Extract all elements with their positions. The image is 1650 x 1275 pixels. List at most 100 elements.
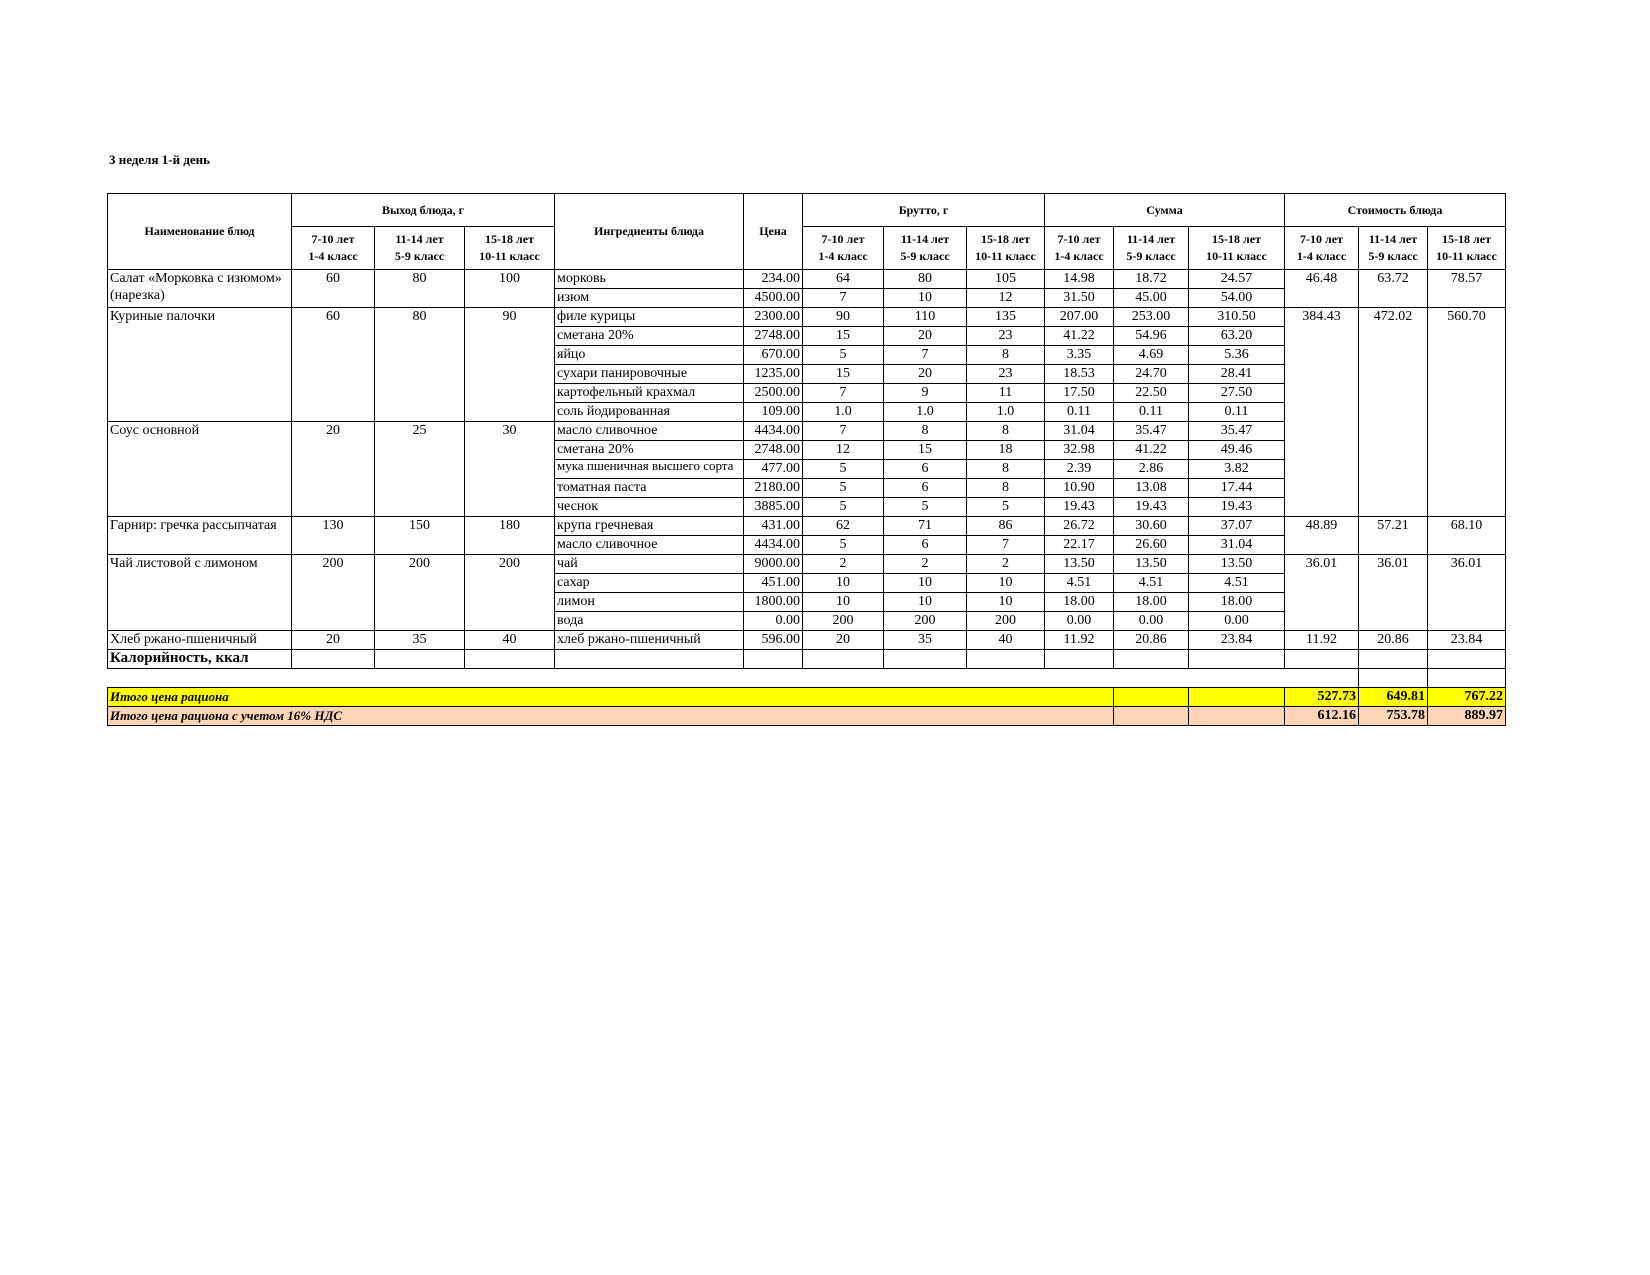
ingredient-brutto: 71 [883, 516, 967, 536]
table-row: картофельный крахмал 2500.00 7 9 11 17.50 22.5… [108, 383, 1506, 403]
ingredient-sum: 32.98 [1044, 440, 1114, 460]
ingredient-sum: 3.82 [1188, 459, 1285, 479]
ingredient-sum: 17.50 [1044, 383, 1114, 403]
ingredient-name: масло сливочное [554, 421, 744, 441]
menu-table: Наименование блюд Выход блюда, г Ингредиен… [107, 193, 1506, 726]
dish-cost: 63.72 [1358, 269, 1428, 308]
table-row: чеснок 3885.00 5 5 5 19.43 19.43 19.43 [108, 497, 1506, 517]
ingredient-brutto: 8 [966, 345, 1045, 365]
ingredient-price: 0.00 [743, 611, 803, 631]
ingredient-brutto: 90 [802, 307, 884, 327]
grade-label: 10-11 класс [479, 249, 540, 263]
ingredient-sum: 0.11 [1044, 402, 1114, 422]
dish-yield: 20 [291, 421, 375, 517]
header-age-group: 15-18 лет 10-11 класс [1188, 226, 1285, 270]
header-age-group: 15-18 лет 10-11 класс [966, 226, 1045, 270]
ingredient-sum: 19.43 [1044, 497, 1114, 517]
ingredient-sum: 49.46 [1188, 440, 1285, 460]
header-age-group: 11-14 лет 5-9 класс [1113, 226, 1189, 270]
table-row: Салат «Морковка с изюмом» (нарезка) 60 80 1… [107, 269, 1506, 308]
spacer [1427, 668, 1506, 688]
ingredient-sum: 4.51 [1113, 573, 1189, 593]
ingredient-brutto: 1.0 [802, 402, 884, 422]
total-value: 767.22 [1427, 687, 1506, 707]
ingredient-sum: 13.50 [1188, 554, 1285, 574]
calories-label: Калорийность, ккал [107, 649, 292, 669]
dish-cost: 560.70 [1427, 307, 1506, 517]
ingredient-price: 670.00 [743, 345, 803, 365]
total-row: Итого цена рациона с учетом 16% НДС 612.1… [107, 706, 1506, 726]
ingredient-sum: 54.96 [1113, 326, 1189, 346]
dish-yield: 20 [291, 630, 375, 650]
spacer [1358, 668, 1428, 688]
ingredient-brutto: 10 [802, 592, 884, 612]
ingredient-brutto: 6 [883, 478, 967, 498]
ingredient-sum: 11.92 [1044, 630, 1114, 650]
calories-value [1113, 649, 1189, 669]
ingredient-price: 2748.00 [743, 440, 803, 460]
dish-name: Гарнир: гречка рассыпчатая [107, 516, 292, 555]
ingredient-sum: 4.51 [1188, 573, 1285, 593]
table-row: Чай листовой с лимоном 200 200 200 чай 9000.0… [107, 554, 1506, 631]
ingredient-sum: 23.84 [1188, 630, 1285, 650]
ingredient-sum: 18.72 [1113, 269, 1189, 289]
age-label: 11-14 лет [1126, 232, 1176, 246]
dish-yield: 200 [291, 554, 375, 631]
ingredient-price: 1800.00 [743, 592, 803, 612]
dish-name: Салат «Морковка с изюмом» (нарезка) [107, 269, 292, 308]
ingredient-name: сухари панировочные [554, 364, 744, 384]
ingredient-name: мука пшеничная высшего сорта [554, 459, 744, 479]
ingredient-brutto: 1.0 [883, 402, 967, 422]
ingredient-brutto: 10 [802, 573, 884, 593]
ingredient-brutto: 5 [802, 459, 884, 479]
ingredient-brutto: 20 [883, 364, 967, 384]
spacer [108, 669, 1359, 688]
ingredient-brutto: 12 [802, 440, 884, 460]
ingredient-brutto: 20 [802, 630, 884, 650]
ingredient-sum: 0.00 [1113, 611, 1189, 631]
calories-value [1427, 649, 1506, 669]
ingredient-price: 2300.00 [743, 307, 803, 327]
ingredient-brutto: 5 [802, 345, 884, 365]
total-value: 527.73 [1284, 687, 1359, 707]
ingredient-sum: 0.11 [1188, 402, 1285, 422]
table-row: сахар 451.00 10 10 10 4.51 4.51 4.51 [108, 573, 1506, 593]
dish-cost: 23.84 [1427, 630, 1506, 650]
total-row: Итого цена рациона 527.73 649.81 767.22 [107, 687, 1506, 707]
table-row: мука пшеничная высшего сорта 477.00 5 6 8 2.3… [108, 459, 1506, 479]
age-label: 7-10 лет [1300, 232, 1343, 246]
header-age-group: 11-14 лет 5-9 класс [374, 226, 465, 270]
grade-label: 5-9 класс [394, 249, 445, 263]
ingredient-brutto: 7 [802, 421, 884, 441]
ingredient-name: масло сливочное [554, 535, 744, 555]
ingredient-sum: 28.41 [1188, 364, 1285, 384]
ingredient-brutto: 15 [802, 364, 884, 384]
total-value: 889.97 [1427, 706, 1506, 726]
calories-value [802, 649, 884, 669]
ingredient-price: 109.00 [743, 402, 803, 422]
age-label: 7-10 лет [311, 232, 355, 246]
dish-yield: 200 [464, 554, 555, 631]
dish-yield: 35 [374, 630, 465, 650]
header-sum: Сумма [1044, 193, 1285, 227]
ingredient-sum: 35.47 [1188, 421, 1285, 441]
total-empty [1188, 687, 1285, 707]
ingredient-sum: 310.50 [1188, 307, 1285, 327]
header-yield: Выход блюда, г [291, 193, 555, 227]
ingredient-name: томатная паста [554, 478, 744, 498]
dish-yield: 30 [464, 421, 555, 517]
ingredient-brutto: 15 [883, 440, 967, 460]
ingredient-brutto: 86 [966, 516, 1045, 536]
ingredient-sum: 18.00 [1044, 592, 1114, 612]
dish-cost: 384.43 [1284, 307, 1359, 517]
dish-yield: 200 [374, 554, 465, 631]
ingredient-price: 451.00 [743, 573, 803, 593]
dish-yield: 40 [464, 630, 555, 650]
ingredient-brutto: 7 [802, 288, 884, 308]
ingredient-sum: 19.43 [1113, 497, 1189, 517]
ingredient-name: вода [554, 611, 744, 631]
ingredient-price: 234.00 [743, 269, 803, 289]
ingredient-price: 477.00 [743, 459, 803, 479]
age-label: 11-14 лет [395, 232, 444, 246]
table-row: сметана 20% 2748.00 12 15 18 32.98 41.22 49.46 [108, 440, 1506, 460]
